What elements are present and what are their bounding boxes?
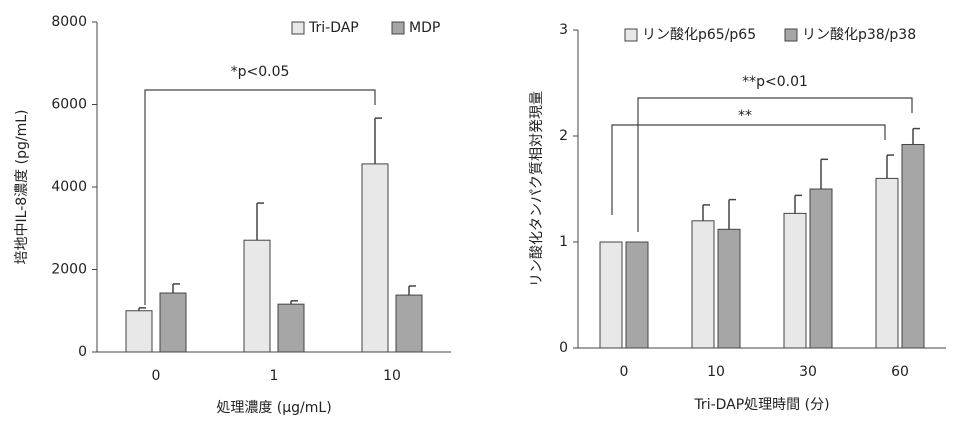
legend-label: リン酸化p38/p38 — [802, 27, 916, 43]
bar — [125, 310, 153, 353]
bar — [809, 188, 833, 349]
y-tick-label: 2 — [559, 128, 568, 144]
bar — [691, 220, 715, 349]
legend-label: Tri-DAP — [308, 20, 359, 36]
legend-label: MDP — [409, 20, 440, 36]
bar — [277, 303, 305, 353]
y-tick-label: 6000 — [51, 97, 87, 113]
legend-swatch — [784, 28, 798, 42]
y-tick-label: 1 — [559, 234, 568, 250]
y-tick-label: 8000 — [51, 14, 87, 30]
annotation: **p<0.01 — [742, 74, 808, 90]
bar — [159, 292, 187, 353]
bar — [625, 241, 649, 349]
bar — [783, 212, 807, 349]
bar — [901, 143, 925, 349]
y-axis-label: リン酸化タンパク質相対発現量 — [529, 91, 545, 287]
annotation: *p<0.05 — [231, 64, 290, 80]
bar — [395, 294, 423, 353]
y-tick-label: 0 — [559, 340, 568, 356]
significance-bracket — [637, 97, 913, 232]
x-axis-label: Tri-DAP処理時間 (分) — [693, 397, 829, 413]
x-tick-label: 1 — [270, 368, 279, 384]
y-axis-label: 培地中IL-8濃度 (pg/mL) — [14, 110, 30, 265]
x-tick-label: 0 — [620, 364, 629, 380]
y-tick-label: 3 — [559, 22, 568, 38]
x-axis-label: 処理濃度 (μg/mL) — [216, 400, 331, 416]
annotation: ** — [738, 108, 752, 124]
bar — [599, 241, 623, 349]
bar — [361, 163, 389, 353]
legend-swatch — [291, 21, 305, 35]
bar — [875, 177, 899, 349]
legend-swatch — [391, 21, 405, 35]
y-tick-label: 4000 — [51, 179, 87, 195]
x-tick-label: 30 — [799, 364, 817, 380]
y-tick-label: 0 — [78, 344, 87, 360]
bar — [717, 228, 741, 349]
x-tick-label: 60 — [891, 364, 909, 380]
legend-swatch — [624, 28, 638, 42]
significance-bracket — [611, 124, 886, 215]
significance-bracket — [144, 89, 376, 305]
x-tick-label: 10 — [383, 368, 401, 384]
legend-label: リン酸化p65/p65 — [642, 27, 756, 43]
x-tick-label: 0 — [152, 368, 161, 384]
bar — [243, 239, 271, 353]
x-tick-label: 10 — [707, 364, 725, 380]
y-tick-label: 2000 — [51, 262, 87, 278]
